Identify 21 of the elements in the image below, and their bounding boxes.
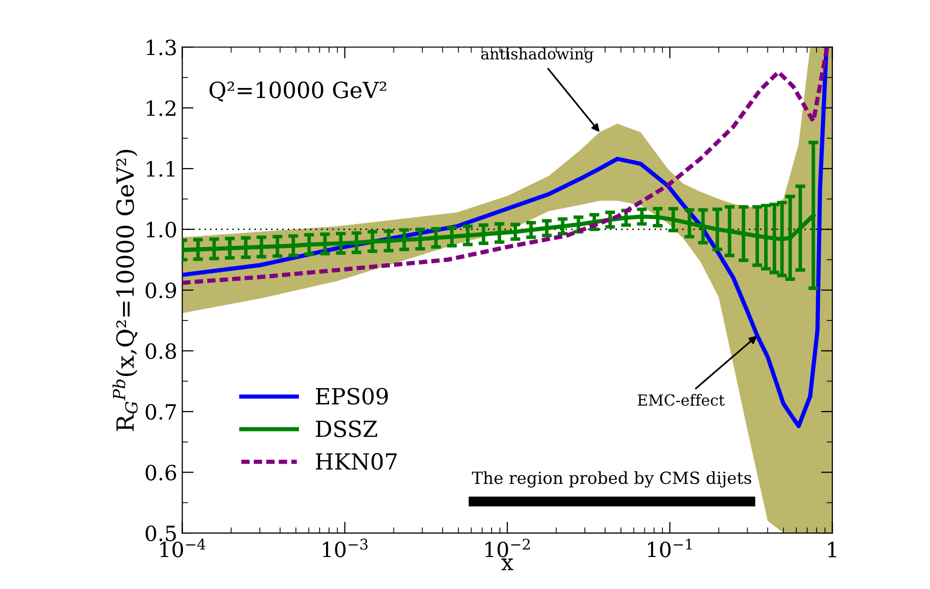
- x-tick-label: 10$^{−3}$: [322, 538, 368, 558]
- y-tick-label: 1.0: [146, 222, 176, 238]
- y-tick-label: 0.8: [146, 343, 176, 360]
- x-tick-label: 10$^{−1}$: [648, 538, 692, 558]
- annotation: Q²=10000 GeV²: [210, 82, 386, 102]
- annotation: The region probed by CMS dijets: [472, 471, 752, 488]
- legend-label: DSSZ: [316, 420, 378, 438]
- y-tick-label: 0.9: [146, 282, 176, 298]
- y-tick-label: 0.7: [146, 404, 176, 420]
- y-tick-label: 1.3: [146, 40, 176, 56]
- annotation: antishadowing: [481, 48, 594, 63]
- y-axis-title: R$_{G}$$^{Pb}$(x,Q²=10000 GeV²): [112, 150, 138, 431]
- annotation: EMC-effect: [638, 394, 725, 406]
- y-tick-label: 0.6: [146, 464, 176, 481]
- legend-label: HKN07: [316, 453, 397, 470]
- x-tick-label: 10$^{−2}$: [485, 538, 530, 558]
- x-axis-title: x: [501, 558, 514, 570]
- x-tick-label: 1: [828, 542, 836, 558]
- y-tick-label: 1.1: [146, 161, 174, 177]
- legend-label: EPS09: [316, 388, 388, 405]
- y-tick-label: 1.2: [146, 100, 176, 116]
